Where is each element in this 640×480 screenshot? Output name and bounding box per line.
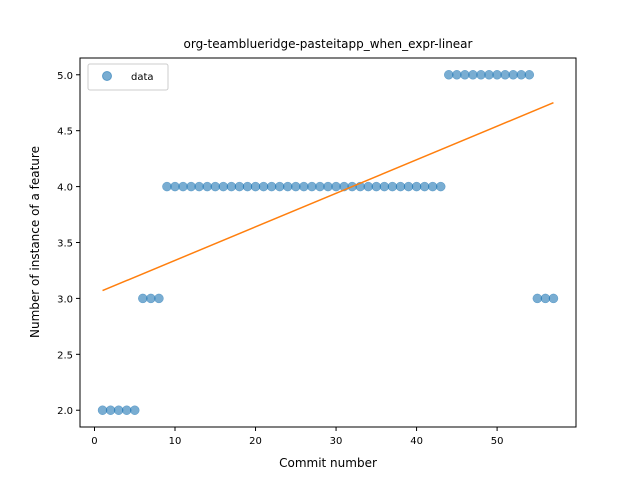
x-tick-label: 10 bbox=[169, 436, 182, 447]
data-point bbox=[315, 181, 325, 192]
data-point bbox=[186, 181, 196, 192]
data-point bbox=[105, 405, 116, 415]
y-tick-label: 2.0 bbox=[57, 406, 73, 417]
chart-title: org-teamblueridge-pasteitapp_when_expr-l… bbox=[184, 37, 473, 51]
data-point bbox=[307, 181, 317, 192]
data-point bbox=[500, 70, 510, 80]
data-point bbox=[419, 181, 430, 192]
data-point bbox=[274, 181, 285, 192]
data-point bbox=[484, 70, 494, 80]
y-tick-label: 4.5 bbox=[57, 127, 73, 138]
y-axis-ticks: 2.0 2.5 3.0 3.5 4.0 4.5 5.0 bbox=[57, 71, 80, 417]
data-point bbox=[250, 181, 261, 192]
data-point bbox=[363, 181, 374, 192]
data-point bbox=[97, 405, 108, 415]
data-point bbox=[146, 293, 156, 304]
plot-area: 0 10 20 30 40 50 2.0 2.5 3.0 3.5 4.0 4.5 5.0 bbox=[57, 57, 577, 447]
data-point bbox=[427, 181, 438, 192]
y-tick-label: 3.5 bbox=[57, 239, 73, 250]
data-point bbox=[395, 181, 406, 192]
y-tick-label: 5.0 bbox=[57, 71, 73, 82]
data-point bbox=[218, 181, 229, 192]
data-point bbox=[468, 70, 478, 80]
data-point bbox=[492, 70, 502, 80]
data-point bbox=[379, 181, 390, 192]
data-point bbox=[178, 181, 188, 192]
data-point bbox=[210, 181, 221, 192]
trend-line bbox=[102, 102, 554, 292]
data-point bbox=[387, 181, 398, 192]
data-point bbox=[548, 293, 559, 304]
data-point bbox=[476, 70, 486, 80]
data-point bbox=[331, 181, 341, 192]
data-point bbox=[452, 70, 462, 80]
data-point bbox=[291, 181, 301, 192]
x-tick-label: 0 bbox=[91, 436, 97, 447]
data-point bbox=[113, 405, 124, 415]
x-axis-title: Commit number bbox=[279, 456, 377, 470]
data-point bbox=[258, 181, 269, 192]
data-point bbox=[162, 181, 172, 192]
data-point bbox=[524, 70, 535, 80]
legend-marker-data bbox=[102, 71, 112, 81]
x-tick-label: 40 bbox=[410, 436, 423, 447]
data-point bbox=[282, 181, 293, 192]
y-tick-label: 3.0 bbox=[57, 294, 73, 305]
legend: data bbox=[87, 63, 169, 91]
data-point bbox=[460, 70, 470, 80]
y-tick-label: 2.5 bbox=[57, 350, 73, 361]
data-point bbox=[323, 181, 333, 192]
data-point bbox=[234, 181, 245, 192]
data-point bbox=[170, 181, 180, 192]
x-axis-ticks: 0 10 20 30 40 50 bbox=[91, 427, 503, 447]
y-axis-title: Number of instance of a feature bbox=[28, 146, 42, 338]
data-point bbox=[532, 293, 543, 304]
data-point bbox=[226, 181, 237, 192]
legend-label-data: data bbox=[131, 72, 154, 83]
legend-box bbox=[87, 63, 169, 91]
data-point bbox=[154, 293, 164, 304]
data-point bbox=[540, 293, 551, 304]
data-point bbox=[299, 181, 309, 192]
data-point bbox=[266, 181, 277, 192]
data-point bbox=[138, 293, 148, 304]
data-point bbox=[411, 181, 422, 192]
y-tick-label: 4.0 bbox=[57, 183, 73, 194]
data-point bbox=[403, 181, 414, 192]
x-tick-label: 20 bbox=[249, 436, 262, 447]
data-point bbox=[371, 181, 382, 192]
data-point bbox=[516, 70, 526, 80]
data-point bbox=[194, 181, 204, 192]
x-tick-label: 50 bbox=[491, 436, 504, 447]
data-point bbox=[508, 70, 518, 80]
data-point bbox=[242, 181, 253, 192]
x-tick-label: 30 bbox=[330, 436, 343, 447]
data-point bbox=[444, 70, 454, 80]
data-point bbox=[435, 181, 446, 192]
data-point bbox=[202, 181, 212, 192]
series-layer bbox=[97, 70, 559, 415]
data-point bbox=[121, 405, 132, 415]
data-point bbox=[130, 405, 140, 415]
